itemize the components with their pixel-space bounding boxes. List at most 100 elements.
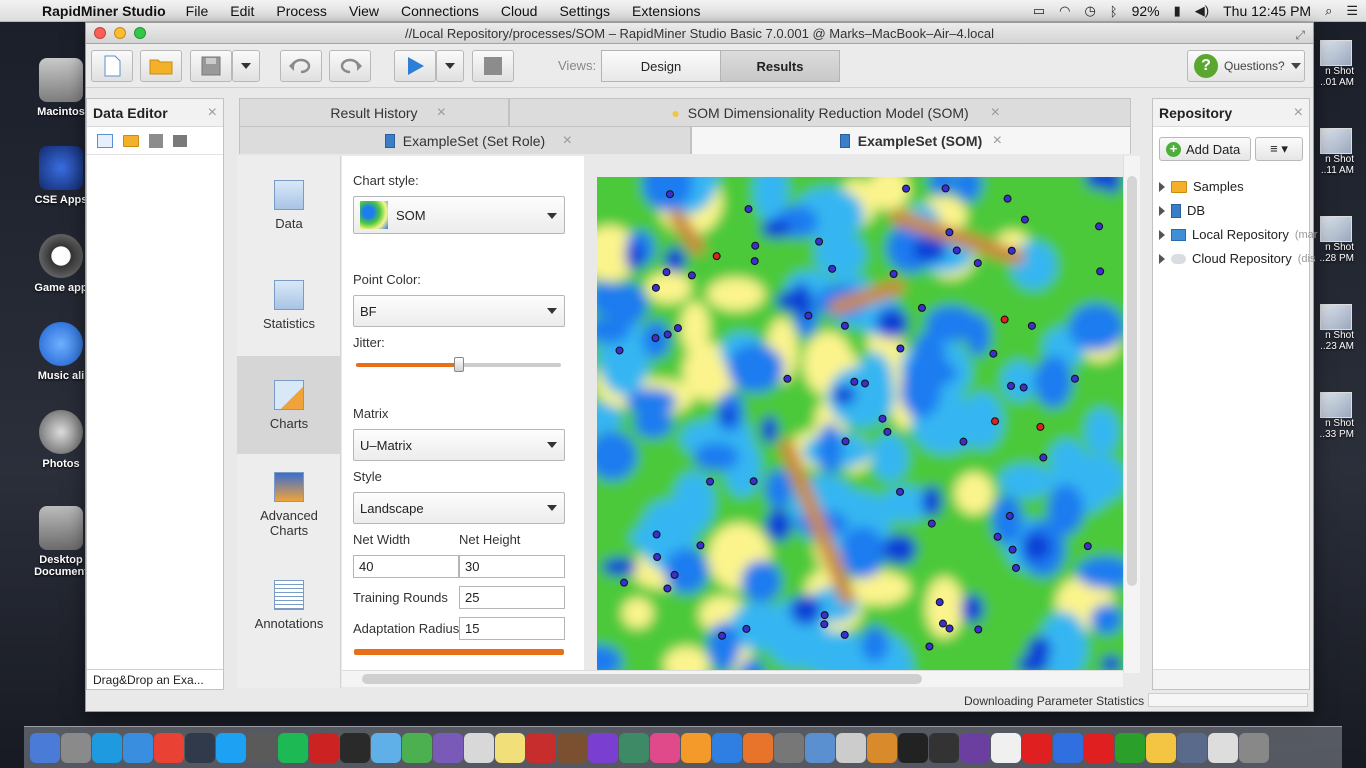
dock-app-icon[interactable] [526,732,556,763]
dock-app-icon[interactable] [836,732,866,763]
run-process-button[interactable] [394,50,436,82]
repository-horizontal-scrollbar[interactable] [1153,669,1309,689]
battery-percent[interactable]: 92% [1131,3,1160,19]
expand-icon[interactable] [1159,205,1165,216]
export-icon[interactable] [173,134,187,147]
dock-app-icon[interactable] [898,732,928,763]
training-rounds-input[interactable]: 25 [459,586,565,609]
menu-extensions[interactable]: Extensions [632,2,701,19]
desktop-icon-cse-apps[interactable]: CSE Apps [26,146,96,206]
dock-app-icon[interactable] [1084,732,1114,763]
close-repository-icon[interactable]: × [1293,103,1303,121]
chart-vertical-scrollbar[interactable] [1123,156,1140,673]
repo-item-db[interactable]: DB [1159,203,1205,218]
notification-center-icon[interactable]: ☰ [1346,3,1358,18]
screenshot-thumb[interactable]: n Shot ..11 AM [1308,128,1354,176]
dock-app-icon[interactable] [216,732,246,763]
dock-app-icon[interactable] [1146,732,1176,763]
dock-app-icon[interactable] [1239,732,1269,763]
dock-app-icon[interactable] [92,732,122,763]
jitter-slider[interactable] [356,357,561,372]
dock-app-icon[interactable] [588,732,618,763]
menu-edit[interactable]: Edit [230,2,255,19]
nav-advanced-charts[interactable]: Advanced Charts [237,456,341,554]
fullscreen-icon[interactable]: ⤢ [1295,28,1305,42]
dock-app-icon[interactable] [991,732,1021,763]
repo-item-samples[interactable]: Samples [1159,179,1244,194]
expand-icon[interactable] [1159,229,1165,240]
menu-settings[interactable]: Settings [559,2,611,19]
clock[interactable]: Thu 12:45 PM [1223,3,1312,19]
dock-app-icon[interactable] [774,732,804,763]
dock-app-icon[interactable] [650,732,680,763]
dock-app-icon[interactable] [867,732,897,763]
view-results-tab[interactable]: Results [720,50,840,82]
dock-app-icon[interactable] [960,732,990,763]
screenshot-thumb[interactable]: n Shot ..28 PM [1308,216,1354,264]
dock-app-icon[interactable] [1053,732,1083,763]
vertical-scroll-thumb[interactable] [1127,176,1137,586]
tab-result-history[interactable]: Result History × [239,98,509,126]
dock-app-icon[interactable] [495,732,525,763]
matrix-select[interactable]: U–Matrix [353,429,565,461]
dock-app-icon[interactable] [1115,732,1145,763]
dock-app-icon[interactable] [309,732,339,763]
dock-app-icon[interactable] [743,732,773,763]
nav-data[interactable]: Data [237,156,341,254]
volume-icon[interactable]: ◀) [1194,3,1210,18]
run-menu-button[interactable] [436,50,464,82]
jitter-slider-handle[interactable] [453,357,464,372]
desktop-icon-macintosh[interactable]: Macintos [26,58,96,118]
close-tab-icon[interactable]: × [990,103,1000,121]
open-process-button[interactable] [140,50,182,82]
redo-button[interactable] [329,50,371,82]
stop-process-button[interactable] [472,50,514,82]
dock-app-icon[interactable] [433,732,463,763]
bluetooth-icon[interactable]: ᛒ [1109,3,1118,19]
tab-som-model[interactable]: ● SOM Dimensionality Reduction Model (SO… [509,98,1131,126]
screenshot-thumb[interactable]: n Shot ..33 PM [1308,392,1354,440]
dock-app-icon[interactable] [805,732,835,763]
new-table-icon[interactable] [97,133,113,148]
dock-app-icon[interactable] [619,732,649,763]
dock-app-icon[interactable] [371,732,401,763]
screenshot-thumb[interactable]: n Shot ..01 AM [1308,40,1354,88]
open-folder-icon[interactable] [123,134,139,147]
add-data-button[interactable]: + Add Data [1159,137,1251,161]
som-chart[interactable] [597,177,1123,672]
dock-app-icon[interactable] [1022,732,1052,763]
desktop-icon-music[interactable]: Music ali [26,322,96,382]
spotlight-icon[interactable]: ⌕ [1325,3,1333,18]
dock-app-icon[interactable] [123,732,153,763]
save-process-button[interactable] [190,50,232,82]
battery-icon[interactable]: ▮ [1173,3,1181,18]
expand-icon[interactable] [1159,181,1165,192]
view-design-tab[interactable]: Design [601,50,721,82]
close-data-editor-icon[interactable]: × [207,103,217,121]
undo-button[interactable] [280,50,322,82]
tab-exampleset-som[interactable]: ExampleSet (SOM) × [691,126,1131,154]
dock-app-icon[interactable] [247,732,277,763]
dock-app-icon[interactable] [340,732,370,763]
repository-menu-button[interactable]: ≡ ▾ [1255,137,1303,161]
repo-item-cloud[interactable]: Cloud Repository (dis [1159,251,1315,266]
chart-style-select[interactable]: SOM [353,196,565,234]
dock-app-icon[interactable] [278,732,308,763]
questions-button[interactable]: ? Questions? [1187,50,1305,82]
dock-app-icon[interactable] [1208,732,1238,763]
close-tab-icon[interactable]: × [436,103,446,121]
dock-app-icon[interactable] [557,732,587,763]
style-select[interactable]: Landscape [353,492,565,524]
point-color-select[interactable]: BF [353,295,565,327]
dock-app-icon[interactable] [1177,732,1207,763]
dock-app-icon[interactable] [154,732,184,763]
desktop-icon-documents[interactable]: Desktop Document [26,506,96,578]
desktop-icon-photos[interactable]: Photos [26,410,96,470]
expand-icon[interactable] [1159,253,1165,264]
close-tab-icon[interactable]: × [992,131,1002,149]
new-process-button[interactable] [91,50,133,82]
screenshot-thumb[interactable]: n Shot ..23 AM [1308,304,1354,352]
menu-connections[interactable]: Connections [401,2,479,19]
close-tab-icon[interactable]: × [562,131,572,149]
dock-app-icon[interactable] [929,732,959,763]
